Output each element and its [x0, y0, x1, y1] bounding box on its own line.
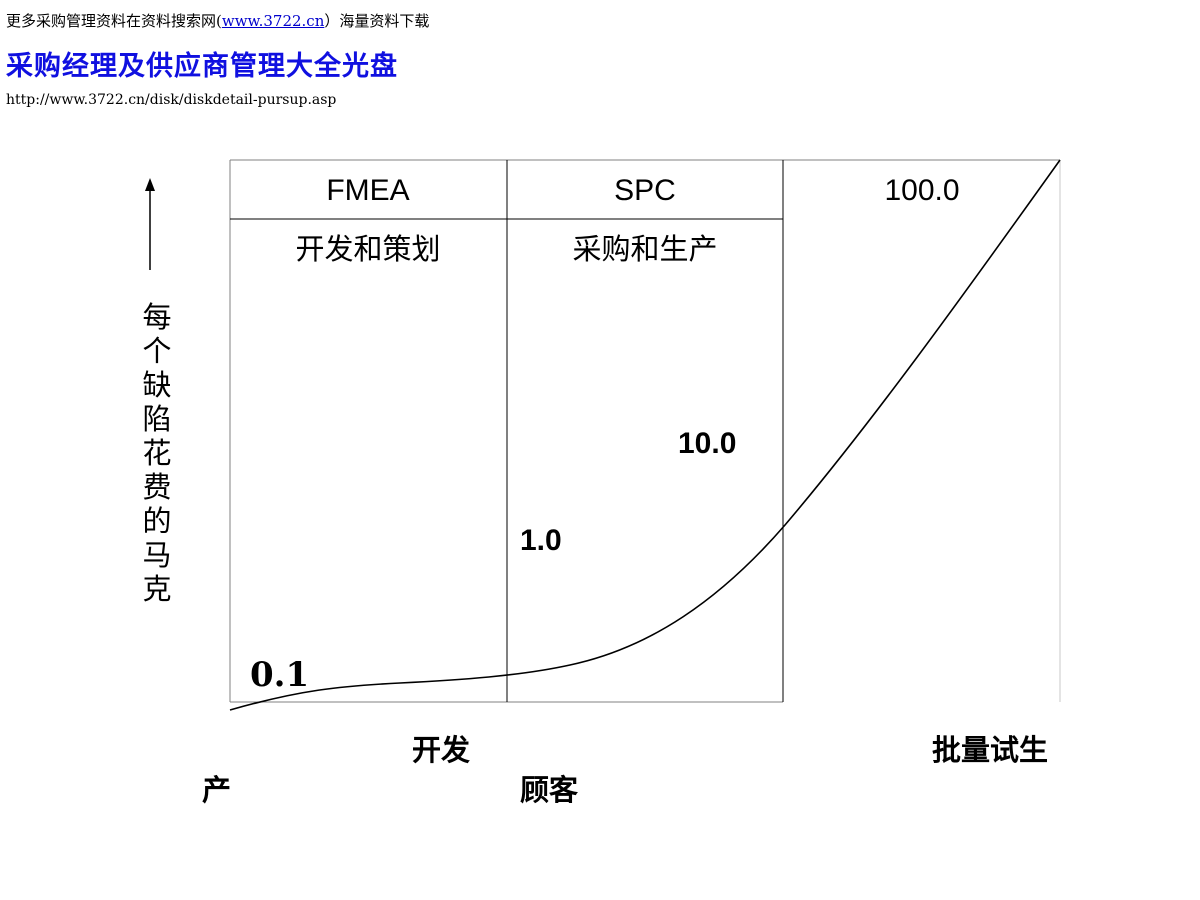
column-header-100: 100.0	[884, 174, 959, 207]
y-axis-arrow-head	[145, 178, 155, 191]
column-subtitle-production: 采购和生产	[572, 232, 717, 266]
column-subtitle-development: 开发和策划	[295, 232, 440, 266]
y-axis-label: 每个缺陷花费的马克	[142, 300, 171, 606]
column-header-fmea: FMEA	[326, 174, 409, 207]
value-label-10-0: 10.0	[678, 427, 736, 460]
page-url: http://www.3722.cn/disk/diskdetail-pursu…	[6, 92, 337, 108]
page-title: 采购经理及供应商管理大全光盘	[6, 51, 398, 82]
column-header-spc: SPC	[614, 174, 676, 207]
header-note-prefix: 更多采购管理资料在资料搜索网(	[6, 12, 222, 30]
value-label-1-0: 1.0	[520, 524, 562, 557]
header-note-link[interactable]: www.3722.cn	[221, 12, 325, 30]
bottom-label-chan: 产	[202, 773, 231, 807]
bottom-label-piliang: 批量试生	[932, 733, 1048, 767]
header-note: 更多采购管理资料在资料搜索网(www.3722.cn）海量资料下载	[6, 10, 429, 31]
cost-curve	[229, 159, 1061, 711]
bottom-label-guke: 顾客	[520, 773, 579, 807]
bottom-label-kaifa: 开发	[412, 733, 470, 767]
value-label-0-1: 0.1	[250, 655, 309, 695]
header-note-suffix: ）海量资料下载	[324, 12, 430, 30]
